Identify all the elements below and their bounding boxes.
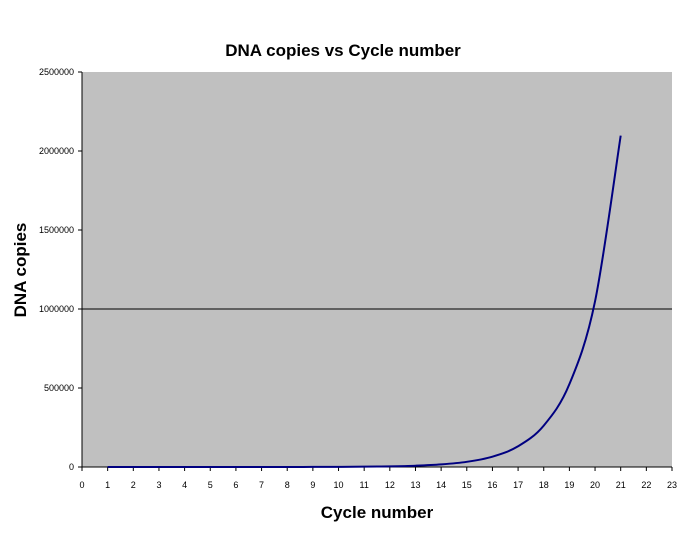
y-tick-label: 1000000 <box>39 304 74 314</box>
y-axis-label: DNA copies <box>11 223 30 318</box>
x-tick-label: 3 <box>156 480 161 490</box>
y-axis-ticks: 0 500000 1000000 1500000 2000000 2500000 <box>39 67 82 472</box>
y-tick-label: 2500000 <box>39 67 74 77</box>
x-tick-label: 6 <box>233 480 238 490</box>
x-tick-label: 2 <box>131 480 136 490</box>
plot-area <box>82 72 672 467</box>
x-tick-label: 11 <box>360 480 369 490</box>
x-tick-label: 15 <box>462 480 472 490</box>
x-tick-label: 18 <box>539 480 549 490</box>
x-tick-label: 12 <box>385 480 395 490</box>
x-tick-label: 13 <box>410 480 420 490</box>
x-tick-label: 9 <box>310 480 315 490</box>
x-tick-label: 19 <box>564 480 574 490</box>
y-tick-label: 2000000 <box>39 146 74 156</box>
x-tick-label: 17 <box>513 480 523 490</box>
x-tick-label: 16 <box>487 480 497 490</box>
x-tick-label: 5 <box>208 480 213 490</box>
x-tick-label: 10 <box>334 480 344 490</box>
series-layer <box>107 135 622 469</box>
x-axis-label: Cycle number <box>321 503 434 522</box>
chart-title: DNA copies vs Cycle number <box>225 41 461 60</box>
x-tick-label: 20 <box>590 480 600 490</box>
y-tick-label: 500000 <box>44 383 74 393</box>
x-tick-label: 23 <box>667 480 677 490</box>
x-tick-label: 22 <box>641 480 651 490</box>
x-tick-label: 1 <box>105 480 110 490</box>
y-tick-label: 0 <box>69 462 74 472</box>
x-tick-label: 14 <box>436 480 446 490</box>
x-tick-label: 7 <box>259 480 264 490</box>
x-tick-label: 21 <box>616 480 626 490</box>
x-axis-ticks: 0 1 2 3 4 5 6 7 8 9 10 11 12 13 14 15 16 17 18 19 20 21 22 23 <box>79 467 677 490</box>
x-tick-label: 0 <box>79 480 84 490</box>
x-tick-label: 4 <box>182 480 187 490</box>
series-line-0 <box>107 135 622 469</box>
x-tick-label: 8 <box>285 480 290 490</box>
y-tick-label: 1500000 <box>39 225 74 235</box>
